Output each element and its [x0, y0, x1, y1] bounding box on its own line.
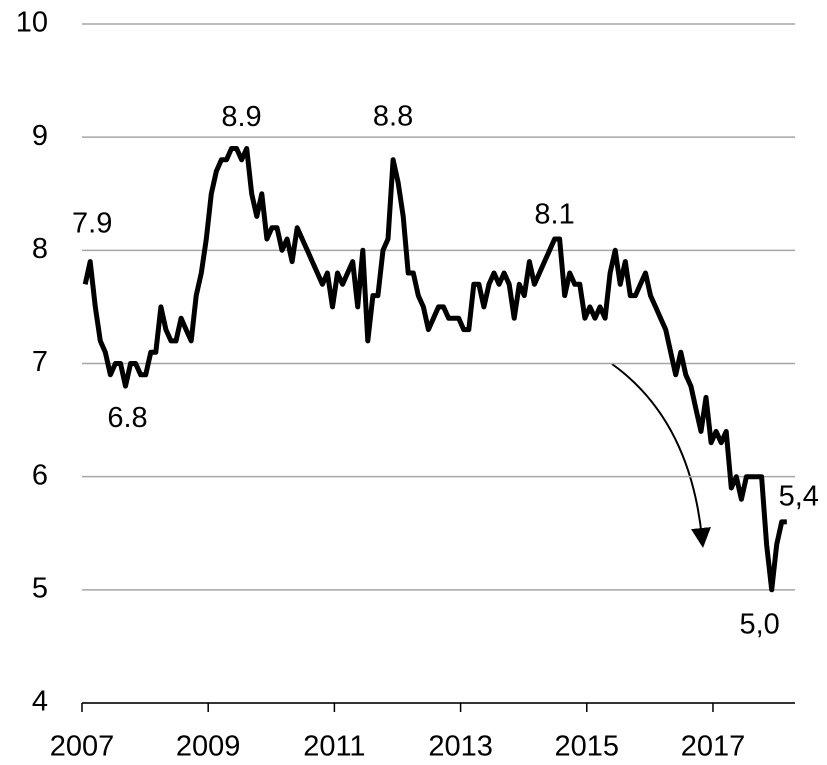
- y-tick-label: 6: [32, 459, 48, 491]
- annotation: 8.9: [221, 101, 261, 133]
- annotation: 7.9: [72, 207, 112, 239]
- y-tick-label: 5: [32, 572, 48, 604]
- annotation: 8.8: [373, 100, 413, 132]
- y-tick-label: 9: [32, 120, 48, 152]
- x-tick-label: 2009: [176, 731, 241, 763]
- y-tick-label: 10: [16, 7, 48, 39]
- x-tick-label: 2013: [428, 731, 493, 763]
- annotation: 5,4: [779, 481, 819, 513]
- x-tick-label: 2011: [303, 731, 365, 763]
- annotation: 8.1: [534, 199, 574, 231]
- x-tick-label: 2015: [555, 731, 620, 763]
- x-tick-label: 2007: [50, 731, 115, 763]
- annotation: 6.8: [107, 402, 147, 434]
- data-line: [82, 146, 787, 593]
- y-tick-label: 7: [32, 346, 48, 378]
- trend-arrow: [611, 363, 711, 548]
- y-tick-label: 8: [32, 233, 48, 265]
- y-tick-label: 4: [32, 686, 48, 718]
- annotation: 5,0: [739, 608, 779, 640]
- x-tick-label: 2017: [681, 731, 746, 763]
